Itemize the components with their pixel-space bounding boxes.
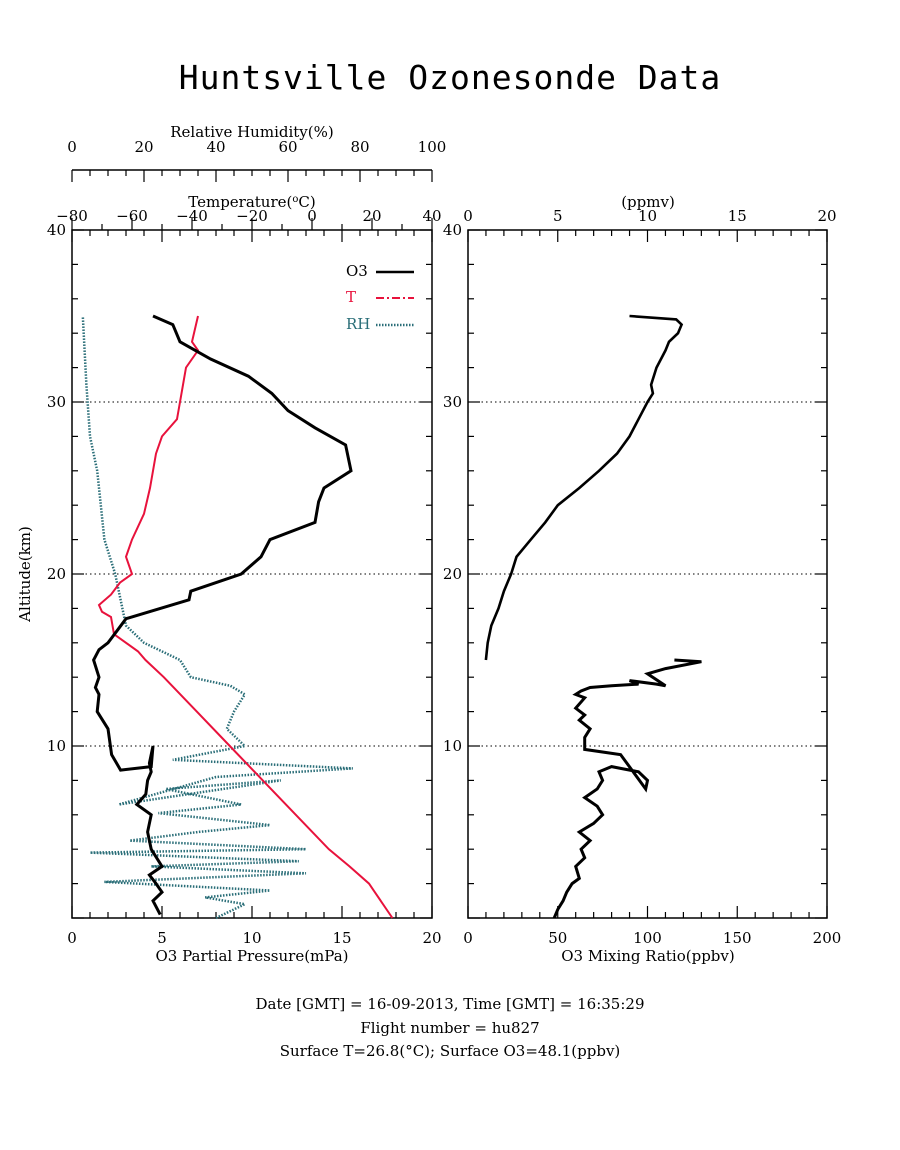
tick-layer (71, 170, 828, 919)
right-panel-frame (467, 229, 828, 919)
left-temp-tick-label-3: −20 (236, 207, 268, 225)
left-temp-tick-label-6: 40 (422, 207, 441, 225)
left-bottom-axis-title: O3 Partial Pressure(mPa) (155, 947, 348, 965)
left-ytick-label-30: 30 (47, 393, 66, 411)
rh-series-line (81, 315, 353, 920)
o3-mixing-ratio-lower-line (552, 658, 702, 919)
right-top-tick-label-4: 20 (817, 207, 836, 225)
right-top-tick-label-0: 0 (463, 207, 473, 225)
left-bottom-tick-label-1: 5 (157, 929, 167, 947)
legend-rh-label: RH (346, 315, 370, 333)
footer-date: Date [GMT] = 16-09-2013, Time [GMT] = 16… (255, 995, 645, 1013)
o3-mixing-ratio-upper-line (484, 314, 684, 661)
right-bottom-tick-label-0: 0 (463, 929, 473, 947)
right-top-tick-label-1: 5 (553, 207, 563, 225)
left-bottom-tick-label-2: 10 (242, 929, 261, 947)
altitude-axis-title: Altitude(km) (16, 526, 34, 623)
left-bottom-tick-label-4: 20 (422, 929, 441, 947)
right-bottom-axis-title: O3 Mixing Ratio(ppbv) (561, 947, 734, 965)
left-temp-tick-label-2: −40 (176, 207, 208, 225)
temperature-series-line (97, 315, 394, 919)
left-bottom-tick-label-0: 0 (67, 929, 77, 947)
left-bottom-tick-label-3: 15 (332, 929, 351, 947)
right-top-tick-label-3: 15 (728, 207, 747, 225)
left-temp-tick-label-5: 20 (362, 207, 381, 225)
right-top-axis-title: (ppmv) (621, 193, 675, 211)
legend-o3-label: O3 (346, 262, 368, 280)
footer-surface: Surface T=26.8(°C); Surface O3=48.1(ppbv… (279, 1042, 621, 1060)
right-bottom-tick-label-3: 150 (723, 929, 752, 947)
right-bottom-tick-label-1: 50 (548, 929, 567, 947)
right-ytick-label-10: 10 (443, 737, 462, 755)
right-ytick-label-40: 40 (443, 221, 462, 239)
page-title: Huntsville Ozonesonde Data (178, 58, 722, 97)
series-layer (81, 314, 702, 920)
legend-t-label: T (346, 288, 356, 306)
left-humidity-tick-label-0: 0 (67, 138, 77, 156)
right-ytick-label-20: 20 (443, 565, 462, 583)
left-temp-tick-label-1: −60 (116, 207, 148, 225)
left-ytick-label-10: 10 (47, 737, 66, 755)
left-humidity-tick-label-2: 40 (206, 138, 225, 156)
humidity-axis-title: Relative Humidity(%) (170, 123, 333, 141)
left-temp-tick-label-0: −80 (56, 207, 88, 225)
o3-partial-pressure-line (91, 314, 353, 916)
left-temp-tick-label-4: 0 (307, 207, 317, 225)
left-humidity-tick-label-4: 80 (350, 138, 369, 156)
left-ytick-label-20: 20 (47, 565, 66, 583)
left-humidity-tick-label-1: 20 (134, 138, 153, 156)
right-bottom-tick-label-2: 100 (633, 929, 662, 947)
right-top-tick-label-2: 10 (638, 207, 657, 225)
right-bottom-tick-label-4: 200 (813, 929, 842, 947)
left-ytick-label-40: 40 (47, 221, 66, 239)
temperature-axis-title: Temperature(oC) (188, 193, 316, 211)
footer-flight: Flight number = hu827 (360, 1019, 540, 1037)
legend: O3 T RH (346, 262, 414, 333)
left-humidity-tick-label-5: 100 (418, 138, 447, 156)
left-humidity-tick-label-3: 60 (278, 138, 297, 156)
right-ytick-label-30: 30 (443, 393, 462, 411)
